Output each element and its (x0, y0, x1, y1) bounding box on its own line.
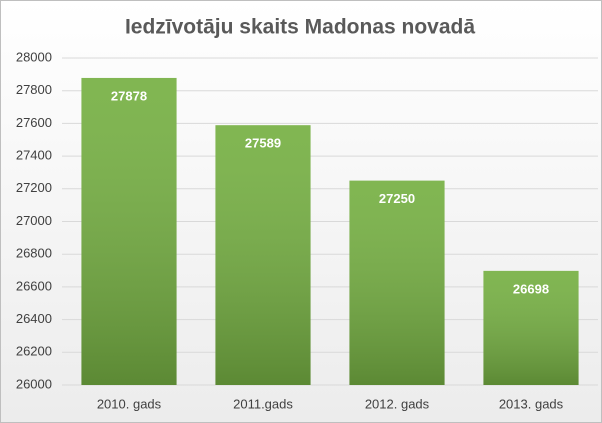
y-tick-label: 27000 (16, 213, 52, 228)
y-tick-label: 27400 (16, 148, 52, 163)
y-tick-label: 26200 (16, 344, 52, 359)
x-tick-label: 2012. gads (365, 396, 430, 411)
bar (81, 77, 177, 386)
data-label: 27878 (111, 88, 147, 103)
data-label: 26698 (513, 281, 549, 296)
y-tick-label: 27600 (16, 115, 52, 130)
y-tick-label: 26600 (16, 278, 52, 293)
y-tick-label: 26400 (16, 311, 52, 326)
y-tick-label: 27200 (16, 180, 52, 195)
y-tick-label: 28000 (16, 49, 52, 64)
x-tick-label: 2013. gads (499, 396, 564, 411)
data-label: 27589 (245, 136, 281, 151)
x-tick-label: 2010. gads (97, 396, 162, 411)
data-label: 27250 (379, 191, 415, 206)
x-tick-label: 2011.gads (233, 396, 293, 411)
bar (215, 125, 311, 386)
y-tick-label: 26800 (16, 246, 52, 261)
y-tick-label: 26000 (16, 376, 52, 391)
chart-title: Iedzīvotāju skaits Madonas novadā (125, 16, 475, 39)
bar (349, 180, 445, 385)
y-tick-label: 27800 (16, 82, 52, 97)
